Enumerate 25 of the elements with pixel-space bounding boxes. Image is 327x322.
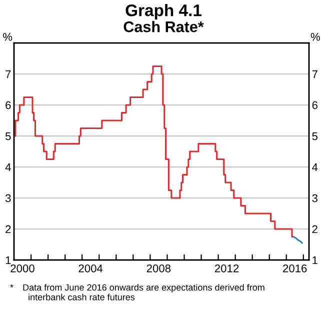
y-tick-label: 5 [5, 132, 11, 140]
x-tick-label: 2000 [10, 264, 34, 272]
y2-tick-label: 5 [312, 132, 318, 140]
y2-tick-label: 6 [312, 101, 318, 110]
y2-tick-label: 2 [312, 225, 318, 234]
y-tick-label: 7 [6, 70, 11, 78]
y2-axis-title: % [310, 32, 320, 41]
line-series [292, 236, 303, 244]
y-tick-label: 6 [6, 101, 11, 110]
y2-tick-label: 1 [312, 256, 318, 264]
text: * Data from June 2016 onwards are expectations derived from interbank cash rate futures [10, 284, 264, 300]
x-tick-label: 2008 [146, 264, 171, 272]
y-tick-label: 1 [6, 256, 11, 264]
x-tick-label: 2012 [214, 264, 239, 272]
chart-title: Graph 4.1 [126, 4, 202, 20]
x-tick-label: 2004 [78, 264, 103, 272]
x-tick-label: 2016 [283, 264, 307, 272]
y2-tick-label: 4 [312, 163, 318, 172]
y2-tick-label: 3 [312, 194, 318, 202]
chart-subtitle: Cash Rate* [124, 21, 204, 32]
y-tick-label: 4 [5, 163, 11, 172]
y-tick-label: 2 [6, 225, 11, 234]
y2-tick-label: 7 [312, 70, 318, 78]
y-tick-label: 3 [5, 194, 11, 202]
y-axis-title: % [3, 32, 12, 41]
